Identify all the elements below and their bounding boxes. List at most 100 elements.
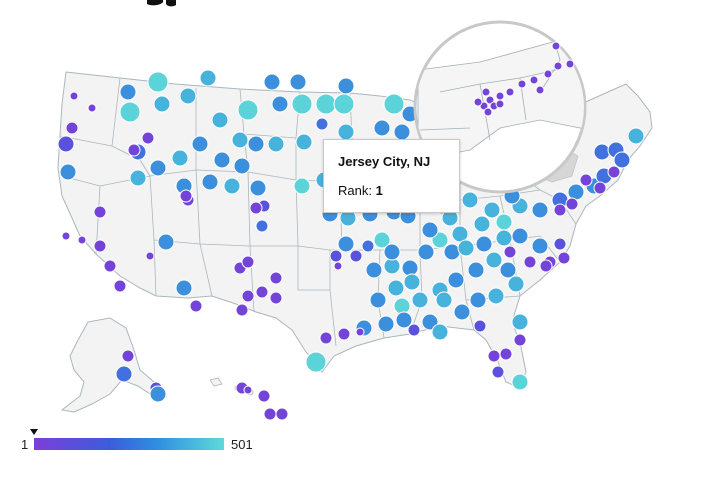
city-marker[interactable] xyxy=(333,93,355,115)
city-marker[interactable] xyxy=(507,275,525,293)
city-marker[interactable] xyxy=(349,249,363,263)
city-marker[interactable] xyxy=(141,131,155,145)
city-marker[interactable] xyxy=(233,157,251,175)
city-marker[interactable] xyxy=(361,239,375,253)
city-marker[interactable] xyxy=(247,135,265,153)
city-marker[interactable] xyxy=(553,237,567,251)
city-marker[interactable] xyxy=(249,179,267,197)
city-marker[interactable] xyxy=(495,229,513,247)
city-marker[interactable] xyxy=(255,219,269,233)
city-marker[interactable] xyxy=(129,169,147,187)
city-marker[interactable] xyxy=(503,245,517,259)
inset-city-marker[interactable] xyxy=(543,69,553,79)
inset-city-marker[interactable] xyxy=(529,75,539,85)
inset-city-marker[interactable] xyxy=(481,87,491,97)
inset-city-marker[interactable] xyxy=(483,107,493,117)
city-marker[interactable] xyxy=(333,261,343,271)
city-marker[interactable] xyxy=(557,251,571,265)
city-marker[interactable] xyxy=(175,279,193,297)
city-marker[interactable] xyxy=(87,103,97,113)
city-marker[interactable] xyxy=(241,255,255,269)
city-marker[interactable] xyxy=(211,111,229,129)
city-marker[interactable] xyxy=(579,173,593,187)
city-marker[interactable] xyxy=(383,243,401,261)
city-marker[interactable] xyxy=(59,163,77,181)
city-marker[interactable] xyxy=(269,271,283,285)
city-marker[interactable] xyxy=(373,119,391,137)
city-marker[interactable] xyxy=(613,151,631,169)
city-marker[interactable] xyxy=(235,303,249,317)
city-marker[interactable] xyxy=(453,303,471,321)
city-marker[interactable] xyxy=(393,123,411,141)
city-marker[interactable] xyxy=(103,259,117,273)
city-marker[interactable] xyxy=(369,291,387,309)
inset-city-marker[interactable] xyxy=(495,91,505,101)
city-marker[interactable] xyxy=(113,279,127,293)
city-marker[interactable] xyxy=(553,203,567,217)
city-marker[interactable] xyxy=(461,191,479,209)
city-marker[interactable] xyxy=(315,117,329,131)
city-marker[interactable] xyxy=(407,323,421,337)
city-marker[interactable] xyxy=(487,349,501,363)
city-marker[interactable] xyxy=(539,259,553,273)
inset-city-marker[interactable] xyxy=(495,99,505,109)
city-marker[interactable] xyxy=(607,165,621,179)
city-marker[interactable] xyxy=(315,93,337,115)
city-marker[interactable] xyxy=(511,373,529,391)
inset-city-marker[interactable] xyxy=(565,59,575,69)
city-marker[interactable] xyxy=(373,231,391,249)
city-marker[interactable] xyxy=(531,201,549,219)
city-marker[interactable] xyxy=(495,213,513,231)
city-marker[interactable] xyxy=(249,201,263,215)
city-marker[interactable] xyxy=(69,91,79,101)
city-marker[interactable] xyxy=(377,315,395,333)
city-marker[interactable] xyxy=(387,279,405,297)
city-marker[interactable] xyxy=(199,69,217,87)
city-marker[interactable] xyxy=(65,121,79,135)
city-marker[interactable] xyxy=(201,173,219,191)
city-marker[interactable] xyxy=(127,143,141,157)
inset-city-marker[interactable] xyxy=(553,61,563,71)
city-marker[interactable] xyxy=(271,95,289,113)
city-marker[interactable] xyxy=(241,289,255,303)
city-marker[interactable] xyxy=(421,221,439,239)
city-marker[interactable] xyxy=(237,99,259,121)
city-marker[interactable] xyxy=(231,131,249,149)
city-marker[interactable] xyxy=(337,123,355,141)
city-marker[interactable] xyxy=(447,271,465,289)
city-marker[interactable] xyxy=(267,135,285,153)
city-marker[interactable] xyxy=(593,181,607,195)
city-marker[interactable] xyxy=(467,261,485,279)
city-marker[interactable] xyxy=(61,231,71,241)
city-marker[interactable] xyxy=(289,73,307,91)
city-marker[interactable] xyxy=(243,385,253,395)
city-marker[interactable] xyxy=(263,73,281,91)
city-marker[interactable] xyxy=(483,201,501,219)
city-marker[interactable] xyxy=(469,291,487,309)
city-marker[interactable] xyxy=(523,255,537,269)
city-marker[interactable] xyxy=(393,297,411,315)
city-marker[interactable] xyxy=(255,285,269,299)
inset-city-marker[interactable] xyxy=(535,85,545,95)
city-marker[interactable] xyxy=(153,95,171,113)
city-marker[interactable] xyxy=(473,319,487,333)
city-marker[interactable] xyxy=(513,333,527,347)
city-marker[interactable] xyxy=(293,177,311,195)
city-marker[interactable] xyxy=(147,71,169,93)
city-marker[interactable] xyxy=(475,235,493,253)
city-marker[interactable] xyxy=(337,235,355,253)
city-marker[interactable] xyxy=(531,237,549,255)
city-marker[interactable] xyxy=(627,127,645,145)
city-marker[interactable] xyxy=(487,287,505,305)
city-marker[interactable] xyxy=(119,101,141,123)
city-marker[interactable] xyxy=(565,197,579,211)
city-marker[interactable] xyxy=(157,233,175,251)
city-marker[interactable] xyxy=(223,177,241,195)
city-marker[interactable] xyxy=(179,87,197,105)
city-marker[interactable] xyxy=(337,327,351,341)
city-marker[interactable] xyxy=(319,331,333,345)
city-marker[interactable] xyxy=(337,77,355,95)
city-marker[interactable] xyxy=(511,227,529,245)
inset-city-marker[interactable] xyxy=(517,79,527,89)
city-marker[interactable] xyxy=(457,239,475,257)
